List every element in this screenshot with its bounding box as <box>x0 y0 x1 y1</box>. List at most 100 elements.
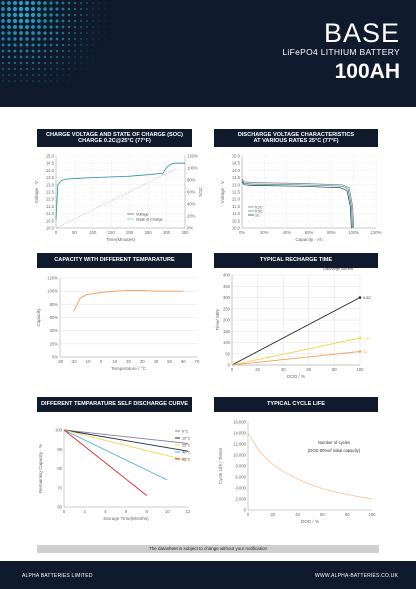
dot-icon <box>86 32 88 34</box>
dot-icon <box>7 19 11 23</box>
recharge-series-line <box>231 297 361 366</box>
dot-icon <box>49 1 53 5</box>
x-tick-label: 200 <box>126 230 134 235</box>
dot-icon <box>67 37 71 41</box>
dot-icon <box>104 8 106 10</box>
dot-icon <box>24 0 30 6</box>
dot-icon <box>73 7 77 11</box>
y-tick-label: 15.0 <box>46 154 55 159</box>
dot-icon <box>62 68 64 70</box>
dot-icon <box>86 74 88 76</box>
dot-icon <box>104 32 106 34</box>
dot-icon <box>19 37 23 41</box>
y2-tick-label: 40% <box>187 202 196 207</box>
x-tick-label: 120% <box>371 230 382 235</box>
dot-icon <box>13 43 17 47</box>
dot-icon <box>1 7 5 11</box>
notice-bar: The datasheet is subject to change witho… <box>37 545 379 553</box>
y2-tick-label: 60% <box>187 190 196 195</box>
dot-icon <box>2 74 4 76</box>
panel5-title: DIFFERENT TEMPARATURE SELF DISCHARGE CUR… <box>37 397 192 412</box>
y-tick-label: 50 <box>225 351 230 356</box>
dot-icon <box>1 55 5 59</box>
y2-axis-label: SOC <box>198 186 203 197</box>
dot-icon <box>43 7 47 11</box>
dot-icon <box>61 31 65 35</box>
dot-icon <box>13 49 17 53</box>
y-tick-label: 8,000 <box>236 464 247 469</box>
dot-icon <box>44 74 46 76</box>
dot-icon <box>80 74 82 76</box>
dot-icon <box>26 74 28 76</box>
dot-icon <box>80 50 82 52</box>
dot-icon <box>37 49 41 53</box>
dot-icon <box>67 43 71 47</box>
dot-icon <box>18 12 24 18</box>
dot-icon <box>73 19 77 23</box>
dot-icon <box>32 80 34 82</box>
x-tick-label: 12 <box>186 509 191 514</box>
dot-icon <box>25 49 29 53</box>
x-tick-label: 20 <box>270 512 275 517</box>
y-axis-label: Voltage · V <box>34 180 39 203</box>
dot-icon <box>1 43 5 47</box>
y-tick-label: 350 <box>223 284 231 289</box>
dot-icon <box>56 74 58 76</box>
y-tick-label: 0% <box>52 355 58 360</box>
dot-icon <box>43 31 47 35</box>
dot-icon <box>55 55 59 59</box>
dot-icon <box>49 25 53 29</box>
note-line2: (DOD 80%of initial capacity) <box>308 448 361 453</box>
dot-icon <box>92 14 94 16</box>
dot-icon <box>104 2 106 4</box>
dot-icon <box>25 67 29 71</box>
y-tick-label: 13.5 <box>46 175 55 180</box>
dot-icon <box>44 80 46 82</box>
y-tick-label: 16,000 <box>233 420 246 425</box>
x-axis-label: Storage Time(Months) <box>103 516 149 521</box>
dot-icon <box>104 26 106 28</box>
dot-icon <box>62 56 64 58</box>
dot-icon <box>55 13 59 17</box>
y-tick-label: 100 <box>223 340 231 345</box>
series-end-point <box>358 296 362 299</box>
dot-icon <box>61 19 65 23</box>
dot-icon <box>68 56 70 58</box>
dot-icon <box>92 44 94 46</box>
self-discharge-series-line <box>63 429 147 496</box>
dot-icon <box>1 25 5 29</box>
series-label: 0.2C <box>363 296 371 300</box>
dot-icon <box>68 68 70 70</box>
dot-icon <box>104 20 106 22</box>
dot-icon <box>98 32 100 34</box>
dot-icon <box>92 32 94 34</box>
dot-icon <box>86 2 88 4</box>
dot-icon <box>79 13 83 17</box>
dot-icon <box>38 80 40 82</box>
legend-label: 25°C <box>182 444 191 448</box>
dot-icon <box>43 49 47 53</box>
dot-icon <box>49 19 53 23</box>
y-tick-label: 11.0 <box>46 211 55 216</box>
dot-icon <box>1 1 5 5</box>
dot-icon <box>92 38 94 40</box>
dot-icon <box>73 1 77 5</box>
dot-icon <box>7 25 11 29</box>
x-tick-label: 70 <box>195 359 200 364</box>
dot-icon <box>92 8 94 10</box>
y-tick-label: 14,000 <box>233 431 246 436</box>
dot-icon <box>37 61 41 65</box>
self-discharge-series-line <box>63 429 189 444</box>
x-tick-label: 4 <box>104 509 107 514</box>
y-tick-label: 0 <box>228 363 231 368</box>
dot-icon <box>74 56 76 58</box>
dot-pattern <box>1 0 112 82</box>
y2-tick-label: 80% <box>187 178 196 183</box>
legend-label: 0.5C <box>255 210 263 214</box>
x-tick-label: 50 <box>72 230 77 235</box>
dot-icon <box>98 44 100 46</box>
dot-icon <box>110 8 112 10</box>
dot-icon <box>37 19 41 23</box>
y-tick-label: 12,000 <box>233 442 246 447</box>
dot-icon <box>43 61 47 65</box>
